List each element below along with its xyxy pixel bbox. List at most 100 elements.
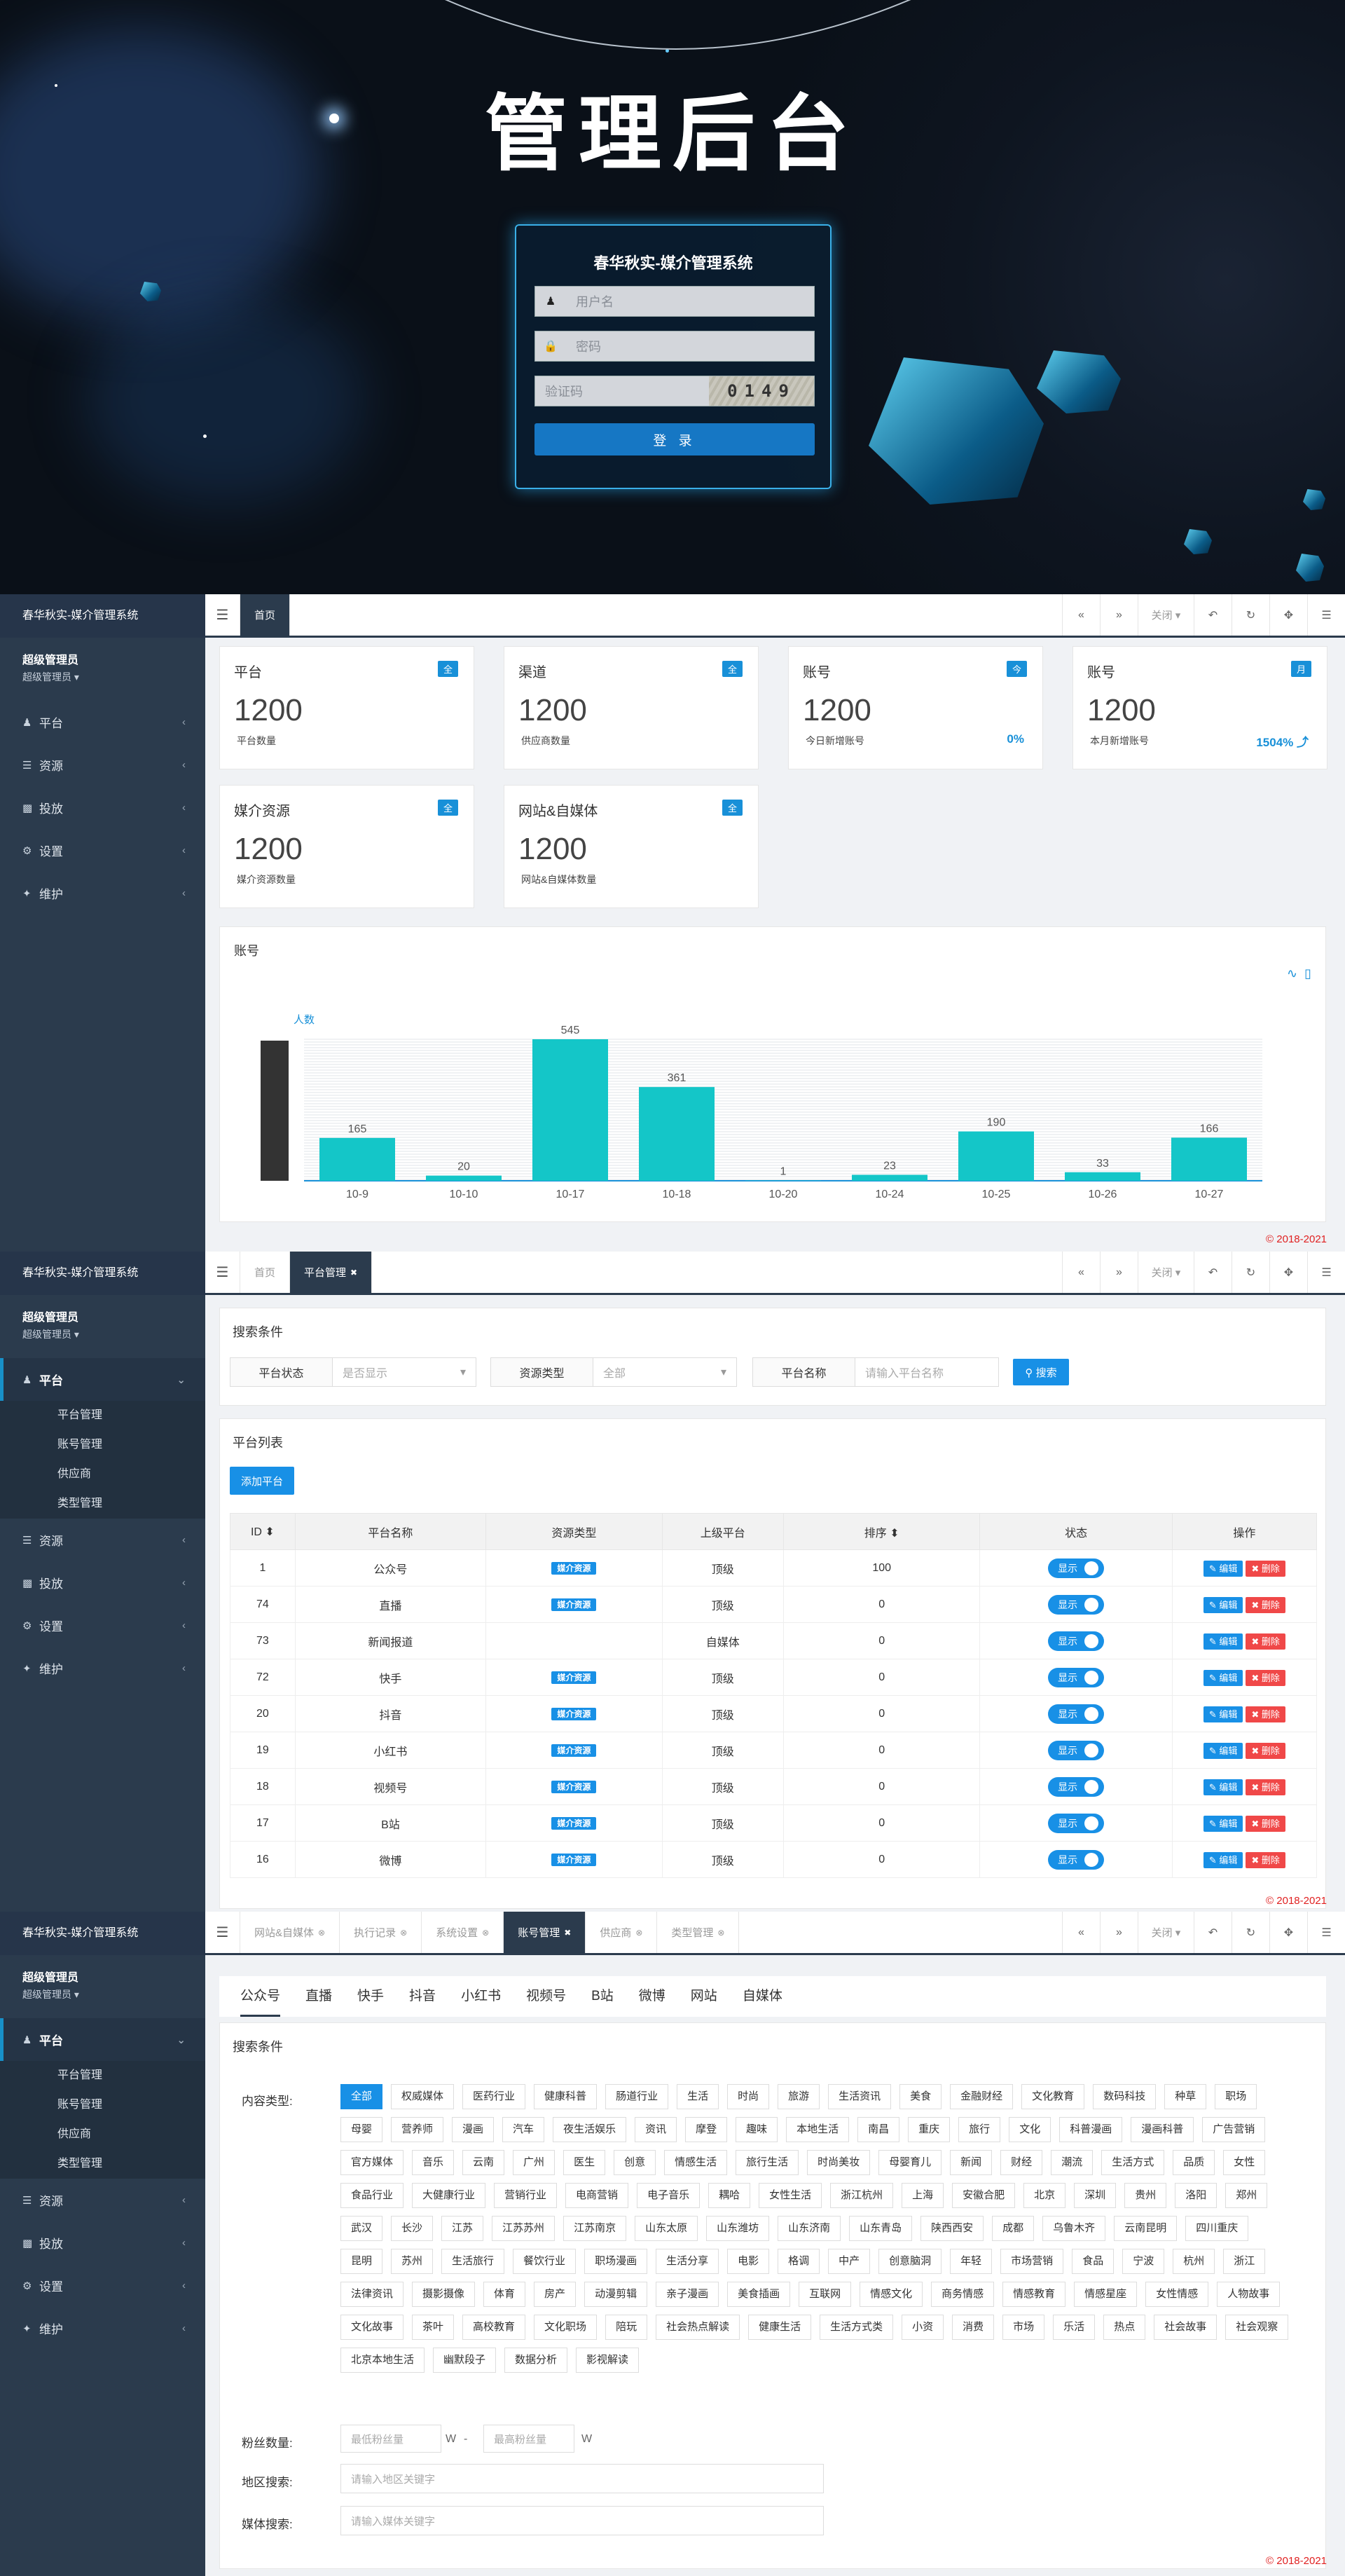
- scroll-left-icon[interactable]: «: [1062, 1252, 1100, 1293]
- content-type-chip[interactable]: 情感星座: [1074, 2282, 1138, 2307]
- content-type-chip[interactable]: 人物故事: [1217, 2282, 1281, 2307]
- sidebar-item-platform[interactable]: ♟ 平台 ⌄: [0, 1358, 205, 1401]
- sidebar-item-platform[interactable]: ♟ 平台 ‹: [0, 701, 205, 744]
- content-tab[interactable]: 抖音: [409, 1989, 436, 2003]
- content-tab[interactable]: 微博: [638, 1989, 665, 2003]
- content-type-chip[interactable]: 生活资讯: [828, 2084, 892, 2109]
- delete-button[interactable]: ✖ 删除: [1246, 1815, 1285, 1832]
- content-type-chip[interactable]: 创意脑洞: [878, 2249, 942, 2274]
- tab-platform-mgmt[interactable]: 平台管理 ✖: [290, 1252, 373, 1293]
- tab-item[interactable]: 供应商 ⊗: [586, 1912, 658, 1953]
- content-type-chip[interactable]: 北京: [1023, 2183, 1066, 2208]
- sidebar-item-maintenance[interactable]: ✦ 维护 ‹: [0, 2307, 205, 2350]
- content-type-chip[interactable]: 女性生活: [759, 2183, 822, 2208]
- content-type-chip[interactable]: 社会故事: [1154, 2315, 1218, 2340]
- content-tab[interactable]: 自媒体: [742, 1989, 782, 2003]
- delete-button[interactable]: ✖ 删除: [1246, 1706, 1285, 1722]
- content-type-chip[interactable]: 浙江: [1223, 2249, 1266, 2274]
- content-type-chip[interactable]: 文化: [1009, 2117, 1051, 2142]
- content-tab[interactable]: B站: [591, 1989, 614, 2003]
- content-type-chip[interactable]: 高校教育: [462, 2315, 526, 2340]
- sidebar-sub-platform-mgmt[interactable]: 平台管理: [57, 1409, 103, 1421]
- close-icon[interactable]: ⊗: [635, 1927, 643, 1938]
- scroll-right-icon[interactable]: »: [1100, 1912, 1138, 1953]
- content-tab[interactable]: 网站: [690, 1989, 717, 2003]
- content-type-chip[interactable]: 音乐: [412, 2150, 455, 2175]
- password-field[interactable]: 🔒 密码: [534, 331, 815, 362]
- user-panel[interactable]: 超级管理员 超级管理员 ▾: [0, 1955, 205, 2018]
- content-type-chip[interactable]: 江苏苏州: [492, 2216, 556, 2241]
- content-type-chip[interactable]: 安徽合肥: [952, 2183, 1016, 2208]
- back-icon[interactable]: ↶: [1194, 1252, 1232, 1293]
- edit-button[interactable]: ✎ 编辑: [1203, 1669, 1243, 1686]
- content-type-chip[interactable]: 幽默段子: [433, 2348, 497, 2373]
- content-type-chip[interactable]: 情感教育: [1002, 2282, 1066, 2307]
- edit-button[interactable]: ✎ 编辑: [1203, 1779, 1243, 1795]
- fullscreen-icon[interactable]: ✥: [1269, 1252, 1307, 1293]
- content-type-chip[interactable]: 郑州: [1225, 2183, 1268, 2208]
- content-type-chip[interactable]: 电商营销: [565, 2183, 629, 2208]
- user-role[interactable]: 超级管理员 ▾: [22, 1989, 79, 2000]
- content-type-chip[interactable]: 云南昆明: [1114, 2216, 1178, 2241]
- content-type-chip[interactable]: 数据分析: [504, 2348, 568, 2373]
- column-header[interactable]: 资源类型: [485, 1513, 663, 1550]
- content-type-chip[interactable]: 生活方式: [1101, 2150, 1165, 2175]
- sidebar-item-resource[interactable]: ☰ 资源 ‹: [0, 744, 205, 786]
- content-type-chip[interactable]: 金融财经: [950, 2084, 1014, 2109]
- scroll-left-icon[interactable]: «: [1062, 594, 1100, 636]
- content-type-chip[interactable]: 肠道行业: [605, 2084, 669, 2109]
- content-type-chip[interactable]: 市场营销: [1000, 2249, 1064, 2274]
- username-field[interactable]: ♟ 用户名: [534, 286, 815, 317]
- content-type-chip[interactable]: 贵州: [1124, 2183, 1167, 2208]
- content-type-chip[interactable]: 健康科普: [534, 2084, 598, 2109]
- status-toggle[interactable]: 显示: [1048, 1776, 1105, 1797]
- content-type-chip[interactable]: 漫画科普: [1131, 2117, 1194, 2142]
- add-platform-button[interactable]: 添加平台: [230, 1467, 294, 1495]
- content-type-chip[interactable]: 汽车: [502, 2117, 545, 2142]
- content-type-chip[interactable]: 食品: [1072, 2249, 1115, 2274]
- content-type-chip[interactable]: 母婴育儿: [878, 2150, 942, 2175]
- content-type-chip[interactable]: 本地生活: [786, 2117, 850, 2142]
- scroll-left-icon[interactable]: «: [1062, 1912, 1100, 1953]
- content-type-chip[interactable]: 品质: [1173, 2150, 1215, 2175]
- content-type-chip[interactable]: 社会观察: [1225, 2315, 1289, 2340]
- content-type-chip[interactable]: 生活旅行: [441, 2249, 505, 2274]
- tab-home[interactable]: 首页: [240, 594, 291, 636]
- content-type-chip[interactable]: 宁波: [1122, 2249, 1165, 2274]
- content-type-chip[interactable]: 数码科技: [1093, 2084, 1157, 2109]
- sidebar-sub-account-mgmt[interactable]: 账号管理: [57, 1439, 103, 1451]
- tab-item[interactable]: 账号管理 ✖: [504, 1912, 586, 1953]
- status-toggle[interactable]: 显示: [1048, 1813, 1105, 1833]
- content-tab[interactable]: 快手: [357, 1989, 385, 2003]
- content-type-chip[interactable]: 深圳: [1074, 2183, 1117, 2208]
- media-input[interactable]: 请输入媒体关键字: [340, 2506, 824, 2535]
- sidebar-sub-type-mgmt[interactable]: 类型管理: [57, 1498, 103, 1509]
- content-type-chip[interactable]: 成都: [992, 2216, 1035, 2241]
- region-input[interactable]: 请输入地区关键字: [340, 2464, 824, 2493]
- more-icon[interactable]: ☰: [1307, 1252, 1345, 1293]
- sidebar-item-delivery[interactable]: ▩ 投放 ‹: [0, 2221, 205, 2264]
- content-type-chip[interactable]: 女性: [1223, 2150, 1266, 2175]
- content-type-chip[interactable]: 社会热点解读: [656, 2315, 740, 2340]
- content-type-chip[interactable]: 新闻: [950, 2150, 993, 2175]
- captcha-image[interactable]: 0149: [709, 376, 814, 406]
- column-header[interactable]: 上级平台: [661, 1513, 784, 1550]
- menu-toggle-icon[interactable]: ☰: [205, 1912, 240, 1953]
- content-type-chip[interactable]: 陕西西安: [920, 2216, 984, 2241]
- content-type-chip[interactable]: 旅游: [778, 2084, 820, 2109]
- content-type-chip[interactable]: 洛阳: [1175, 2183, 1218, 2208]
- sidebar-sub-type-mgmt[interactable]: 类型管理: [57, 2158, 103, 2170]
- content-type-chip[interactable]: 情感文化: [860, 2282, 923, 2307]
- content-type-chip[interactable]: 职场: [1215, 2084, 1257, 2109]
- column-header[interactable]: 操作: [1171, 1513, 1318, 1550]
- content-type-chip[interactable]: 影视解读: [576, 2348, 640, 2373]
- content-type-chip[interactable]: 全部: [340, 2084, 383, 2109]
- close-icon[interactable]: ⊗: [318, 1927, 326, 1938]
- content-type-chip[interactable]: 武汉: [340, 2216, 383, 2241]
- close-menu[interactable]: 关闭 ▾: [1138, 594, 1194, 636]
- status-toggle[interactable]: 显示: [1048, 1594, 1105, 1615]
- content-type-chip[interactable]: 营销行业: [494, 2183, 558, 2208]
- content-type-chip[interactable]: 美食插画: [727, 2282, 791, 2307]
- close-icon[interactable]: ⊗: [717, 1927, 725, 1938]
- content-type-chip[interactable]: 摩登: [685, 2117, 728, 2142]
